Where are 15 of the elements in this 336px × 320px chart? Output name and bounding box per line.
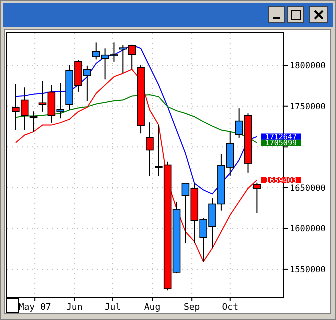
x-tick-label: May 07 bbox=[18, 303, 52, 313]
line-series bbox=[15, 94, 258, 144]
y-tick-label: 1550000 bbox=[290, 265, 326, 276]
line-series bbox=[15, 44, 258, 195]
x-tick-label: Oct bbox=[222, 303, 239, 313]
candlestick bbox=[30, 111, 38, 132]
x-tick-label: Jun bbox=[66, 303, 83, 313]
y-tick-label: 1650000 bbox=[290, 184, 326, 194]
y-tick-label: 1800000 bbox=[290, 62, 326, 72]
x-tick-label: Aug bbox=[144, 303, 161, 313]
x-tick-label: Jul bbox=[104, 303, 122, 313]
y-tick-label: 1750000 bbox=[290, 102, 326, 112]
x-tick-label: Sep bbox=[184, 303, 200, 313]
y-tick-label: 1600000 bbox=[290, 224, 326, 235]
candlestick bbox=[146, 122, 154, 177]
